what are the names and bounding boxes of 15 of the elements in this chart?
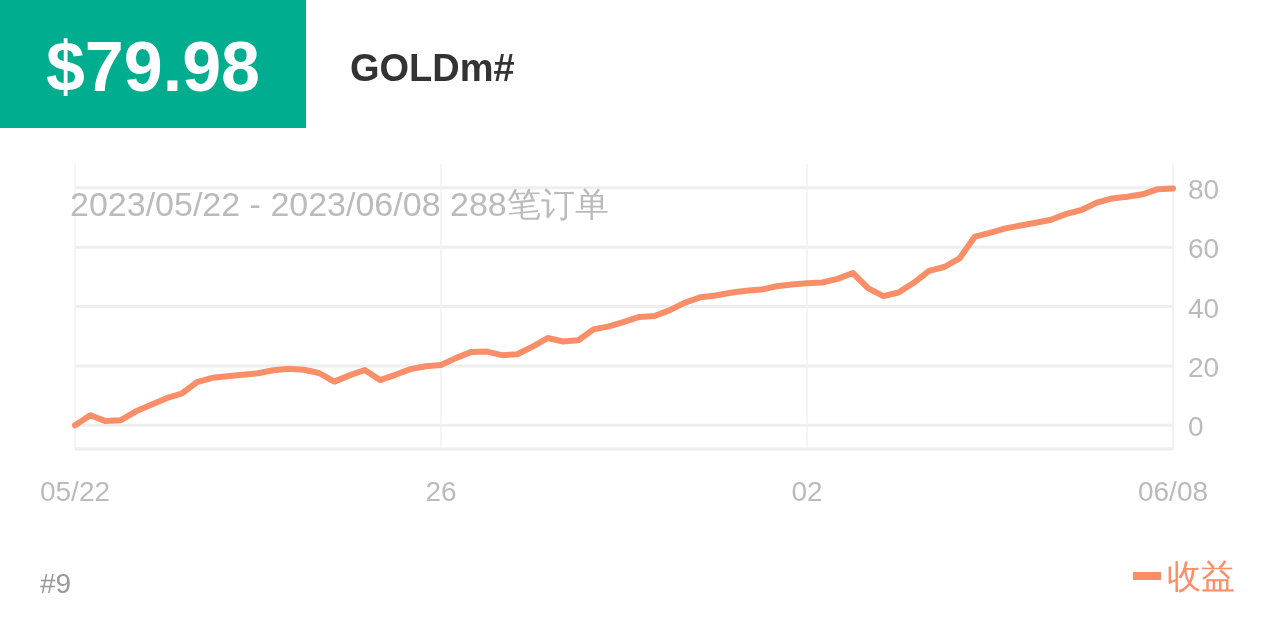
legend-label: 收益	[1167, 557, 1235, 595]
chart-subtitle: GOLDm#	[350, 47, 515, 89]
y-tick-label: 0	[1188, 411, 1204, 443]
annotation: 2023/05/22 - 2023/06/08 288笔订单	[70, 185, 609, 223]
x-tick-label: 02	[791, 476, 823, 507]
x-tick-label: 26	[425, 476, 457, 507]
y-tick-label: 20	[1188, 351, 1220, 383]
y-tick-label: 40	[1188, 292, 1220, 324]
x-tick-label: 06/08	[1137, 476, 1209, 507]
y-tick-label: 80	[1188, 173, 1220, 205]
legend: 收益	[1133, 557, 1235, 595]
y-tick-label: 60	[1188, 233, 1220, 265]
text: #9	[40, 568, 72, 599]
chart-title: $79.98	[45, 28, 261, 106]
x-tick-label: 05/22	[39, 476, 111, 507]
